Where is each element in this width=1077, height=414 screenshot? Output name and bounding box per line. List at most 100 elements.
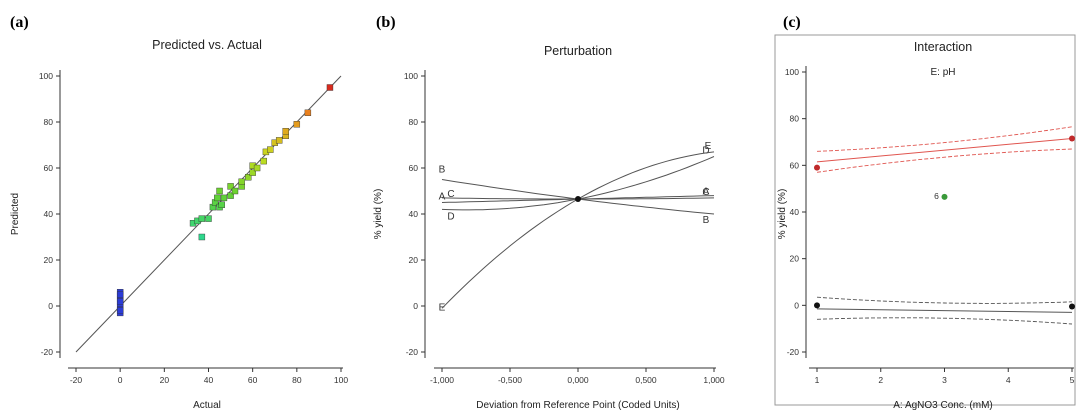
chart-c-x-tick-label: 2: [878, 375, 883, 385]
chart-a-point: [116, 298, 124, 305]
chart-c-y-tick-label: 20: [790, 254, 800, 264]
chart-a-point: [205, 215, 212, 222]
chart-c-center-label: 6: [934, 191, 939, 201]
chart-b-x-tick-label: 0,000: [567, 375, 589, 385]
chart-interaction: Interaction E: pH A: AgNO3 Conc. (mM) % …: [774, 34, 1076, 411]
chart-b-series-label: A: [703, 187, 710, 198]
chart-c-point: [814, 164, 820, 171]
chart-a-title: Predicted vs. Actual: [152, 38, 262, 52]
chart-a-xlabel: Actual: [193, 400, 221, 411]
chart-b-series-label: E: [705, 141, 712, 152]
chart-a-x-tick-label: 40: [204, 375, 214, 385]
chart-c-center-point: [941, 193, 948, 200]
chart-b-x-tick-label: 1,000: [703, 375, 725, 385]
chart-c-y-tick-label: -20: [787, 347, 800, 357]
chart-a-y-tick-label: 80: [44, 117, 54, 127]
panel-label-c: (c): [783, 14, 801, 31]
chart-c-series-line: [816, 138, 1073, 163]
chart-b-series-label: D: [447, 211, 454, 222]
chart-b-x-tick-label: -0,500: [498, 375, 522, 385]
chart-c-band-upper: [816, 126, 1073, 152]
chart-a-point: [116, 307, 124, 314]
chart-c-band-lower: [816, 317, 1073, 325]
chart-a-x-tick-label: 80: [292, 375, 302, 385]
chart-a-y-tick-label: 100: [39, 71, 53, 81]
chart-c-x-tick-label: 3: [942, 375, 947, 385]
chart-b-y-tick-label: 40: [409, 209, 419, 219]
chart-b-y-tick-label: 60: [409, 163, 419, 173]
chart-a-point: [216, 187, 223, 195]
chart-b-x-tick-label: -1,000: [430, 375, 454, 385]
chart-c-y-tick-label: 0: [794, 300, 799, 310]
chart-a-y-tick-label: 20: [44, 255, 54, 265]
chart-a-point: [275, 137, 283, 144]
chart-b-y-tick-label: -20: [406, 347, 419, 357]
chart-b-series-label: C: [447, 189, 454, 200]
chart-a-x-tick-label: 20: [160, 375, 170, 385]
chart-a-reference-line: [75, 75, 342, 353]
chart-b-series-label: E: [439, 302, 446, 313]
chart-c-ylabel: % yield (%): [777, 189, 788, 240]
chart-c-x-tick-label: 4: [1006, 375, 1011, 385]
chart-b-xlabel: Deviation from Reference Point (Coded Un…: [476, 400, 679, 411]
chart-b-y-tick-label: 20: [409, 255, 419, 265]
chart-b-series-e: [441, 151, 715, 309]
chart-a-point: [220, 194, 228, 202]
chart-b-x-tick-label: 0,500: [635, 375, 657, 385]
chart-a-point: [304, 109, 312, 117]
chart-b-ylabel: % yield (%): [373, 189, 384, 240]
chart-c-subtitle: E: pH: [930, 67, 955, 78]
chart-a-point: [260, 157, 267, 165]
chart-c-y-tick-label: 40: [790, 207, 800, 217]
chart-a-ylabel: Predicted: [10, 193, 21, 235]
chart-c-point: [1069, 303, 1075, 310]
chart-a-point: [253, 164, 261, 172]
chart-a-y-tick-label: -20: [41, 347, 54, 357]
chart-a-y-tick-label: 0: [48, 301, 53, 311]
chart-a-point: [293, 121, 301, 128]
chart-a-point: [267, 146, 274, 153]
chart-a-point: [227, 183, 234, 190]
chart-b-series-label: C: [702, 187, 709, 198]
chart-b-series-label: B: [703, 215, 710, 226]
chart-a-point: [249, 169, 256, 176]
chart-c-x-tick-label: 1: [815, 375, 820, 385]
chart-c-frame: [774, 34, 1076, 406]
chart-a-point: [116, 291, 124, 298]
chart-c-band-lower: [816, 148, 1073, 173]
chart-c-y-tick-label: 60: [790, 160, 800, 170]
chart-a-x-tick-label: 0: [118, 375, 123, 385]
chart-a-point: [326, 84, 334, 91]
chart-a-x-tick-label: 100: [334, 375, 348, 385]
chart-a-y-tick-label: 40: [44, 209, 54, 219]
chart-a-point: [198, 215, 206, 222]
panel-label-a: (a): [10, 14, 29, 31]
chart-a-x-tick-label: 60: [248, 375, 258, 385]
chart-b-series-label: B: [439, 165, 446, 176]
chart-a-point: [214, 194, 221, 202]
panel-label-b: (b): [376, 14, 396, 31]
chart-c-y-tick-label: 80: [790, 114, 800, 124]
chart-c-y-tick-label: 100: [785, 67, 799, 77]
chart-predicted-vs-actual: Predicted vs. Actual Actual Predicted -2…: [10, 38, 348, 411]
chart-c-band-upper: [816, 296, 1073, 304]
chart-c-series-line: [816, 308, 1073, 313]
chart-b-y-tick-label: 80: [409, 117, 419, 127]
chart-a-point: [282, 127, 289, 135]
chart-b-reference-point: [575, 196, 581, 203]
chart-b-y-tick-label: 0: [413, 301, 418, 311]
chart-a-point: [231, 187, 239, 195]
chart-c-x-tick-label: 5: [1070, 375, 1075, 385]
chart-a-point: [238, 178, 245, 186]
chart-c-title: Interaction: [914, 40, 972, 54]
chart-c-point: [1069, 135, 1075, 142]
chart-a-point: [218, 201, 225, 209]
chart-perturbation: Perturbation Deviation from Reference Po…: [373, 44, 725, 411]
chart-a-point: [198, 233, 206, 241]
chart-b-series-label: D: [702, 146, 709, 157]
chart-a-y-tick-label: 60: [44, 163, 54, 173]
chart-a-x-tick-label: -20: [70, 375, 83, 385]
chart-a-point: [245, 173, 252, 181]
chart-c-xlabel: A: AgNO3 Conc. (mM): [893, 400, 992, 411]
